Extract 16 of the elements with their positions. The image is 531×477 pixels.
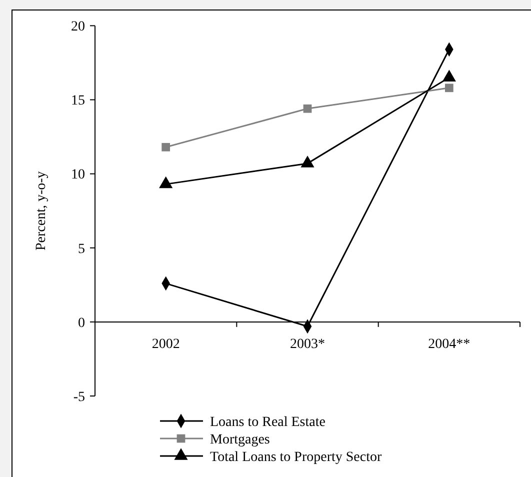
y-tick-label: 15 xyxy=(71,94,85,109)
point xyxy=(303,104,312,113)
legend-label: Mortgages xyxy=(210,432,270,448)
y-tick-label: 20 xyxy=(71,20,85,35)
legend-label: Total Loans to Property Sector xyxy=(210,450,382,465)
y-tick-label: 5 xyxy=(78,242,85,257)
x-tick-label: 2003* xyxy=(290,336,325,352)
y-tick-label: -5 xyxy=(73,390,85,405)
point xyxy=(162,142,170,152)
x-tick-label: 2002 xyxy=(152,336,180,352)
x-tick-label: 2004** xyxy=(428,336,470,352)
y-tick-label: 10 xyxy=(71,168,85,183)
y-tick-label: 0 xyxy=(78,316,85,331)
legend-label: Loans to Real Estate xyxy=(210,414,326,430)
point xyxy=(444,84,454,92)
y-axis-title: Percent, y-o-y xyxy=(34,171,49,251)
